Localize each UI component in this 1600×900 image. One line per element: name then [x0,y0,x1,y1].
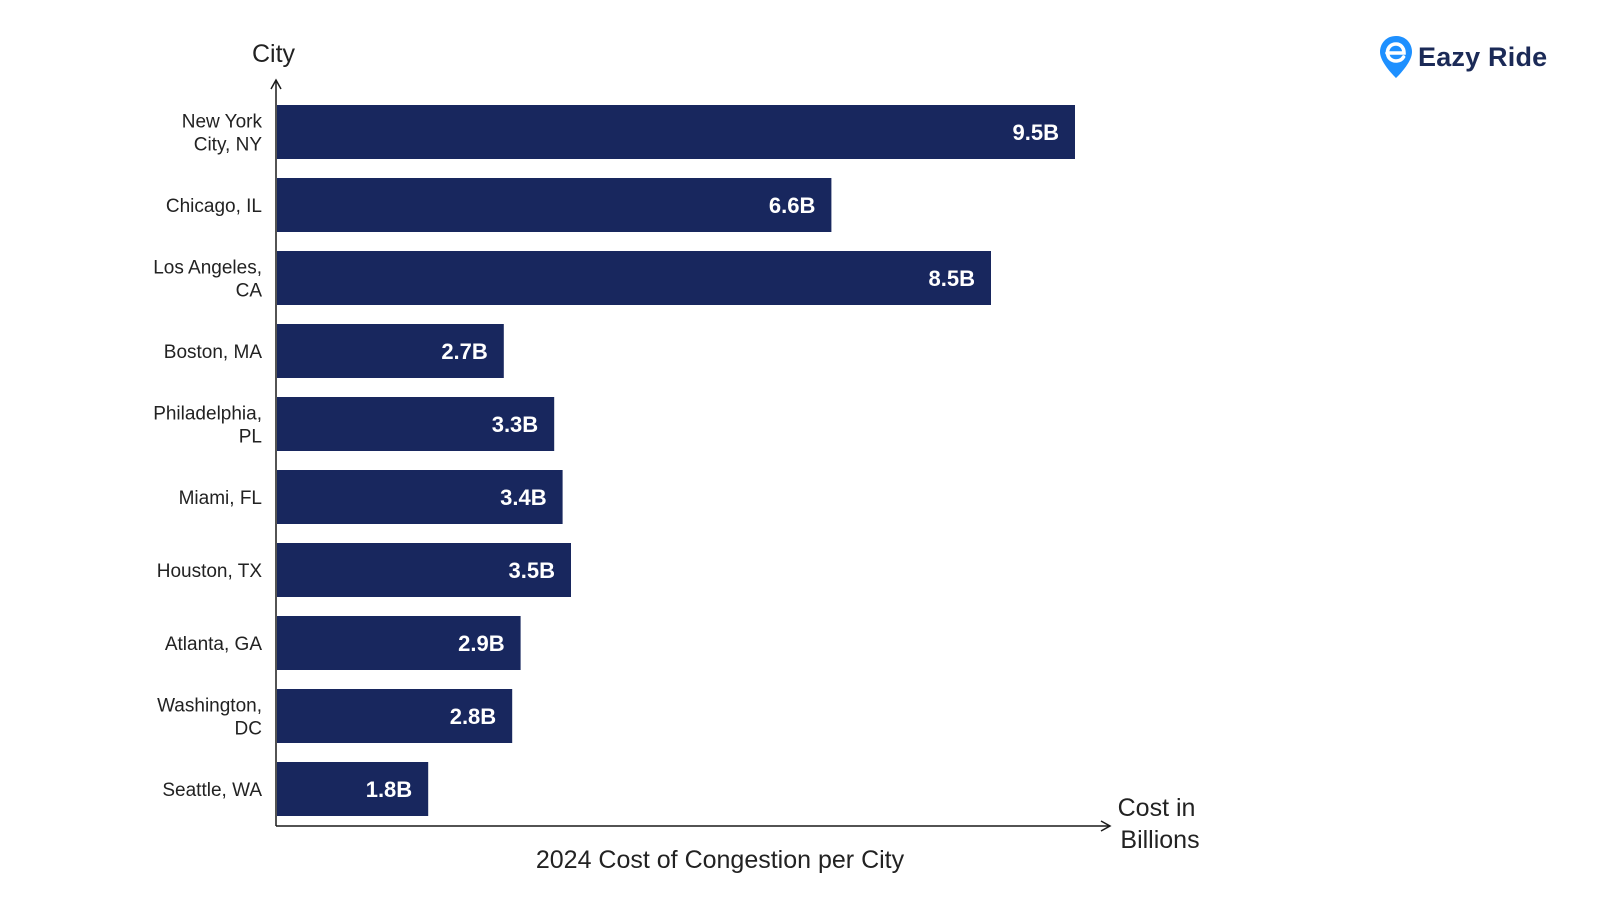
category-label-8-line-0: Washington, [157,696,262,717]
category-label-4-line-1: PL [239,427,262,448]
category-label-3-line-0: Boston, MA [164,342,263,363]
bar-2 [277,251,991,305]
category-label-0-line-1: City, NY [194,135,263,156]
map-pin-e-icon [1380,36,1412,78]
x-axis-arrow [1100,820,1112,832]
category-label-3: Boston, MA [164,342,263,363]
bars-group: 9.5B 6.6B 8.5B 2.7B 3.3B 3.4B 3.5B 2.9B 2.8B 1.8B [277,105,1075,816]
bar-6 [277,543,571,597]
category-label-8-line-1: DC [235,719,262,740]
x-axis-label-line-2: Billions [1120,826,1199,854]
value-label-3: 2.7B [441,339,487,364]
value-label-1: 6.6B [769,193,815,218]
bar-7 [277,616,521,670]
category-label-4-line-0: Philadelphia, [153,404,262,425]
category-label-7-line-0: Atlanta, GA [165,634,262,655]
bar-4 [277,397,555,451]
category-label-9-line-0: Seattle, WA [162,780,262,801]
chart-title: 2024 Cost of Congestion per City [536,846,905,874]
category-label-9: Seattle, WA [162,780,262,801]
category-label-1-line-0: Chicago, IL [166,196,262,217]
value-label-7: 2.9B [458,631,504,656]
bar-8 [277,689,513,743]
bar-5 [277,470,563,524]
category-label-2: Los Angeles, CA [153,258,262,302]
value-label-6: 3.5B [509,558,555,583]
y-axis-label: City [252,40,296,68]
category-label-0-line-0: New York [182,112,263,133]
value-label-0: 9.5B [1013,120,1059,145]
category-label-6-line-0: Houston, TX [157,561,263,582]
y-axis-arrow [270,78,282,90]
category-label-5-line-0: Miami, FL [179,488,262,509]
value-label-5: 3.4B [500,485,546,510]
category-label-0: New York City, NY [182,112,263,156]
brand-logo: Eazy Ride [1378,34,1547,80]
bar-3 [277,324,504,378]
category-label-1: Chicago, IL [166,196,262,217]
x-axis-label-line-1: Cost in [1118,794,1196,822]
value-label-2: 8.5B [929,266,975,291]
x-axis-label: Cost in Billions [1118,794,1203,854]
category-label-2-line-0: Los Angeles, [153,258,262,279]
value-label-4: 3.3B [492,412,538,437]
value-label-9: 1.8B [366,777,412,802]
bar-0 [277,105,1075,159]
value-label-8: 2.8B [450,704,496,729]
category-label-5: Miami, FL [179,488,262,509]
category-label-4: Philadelphia, PL [153,404,262,448]
category-label-6: Houston, TX [157,561,263,582]
brand-name: Eazy Ride [1418,41,1548,72]
category-label-7: Atlanta, GA [165,634,262,655]
bar-1 [277,178,832,232]
category-label-2-line-1: CA [236,281,263,302]
bar-9 [277,762,429,816]
category-label-8: Washington, DC [157,696,262,740]
